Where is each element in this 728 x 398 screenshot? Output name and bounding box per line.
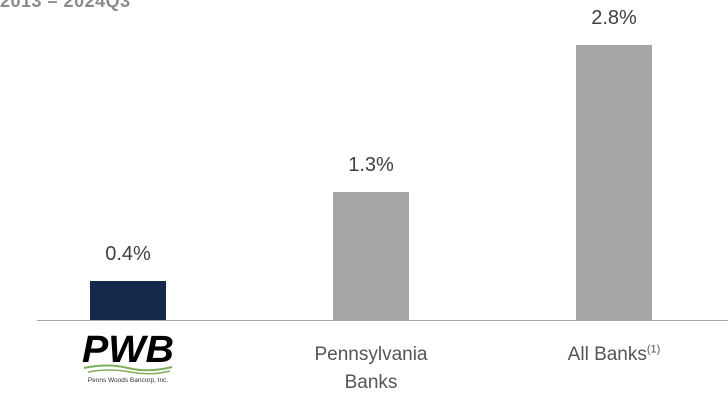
- pwb-logo: PWB Penns Woods Bancorp, Inc.: [78, 329, 178, 390]
- data-label-all-banks: 2.8%: [591, 7, 637, 29]
- category-label-all-banks: All Banks(1): [524, 341, 704, 369]
- bar-all-banks: [576, 45, 652, 320]
- category-label-text: Pennsylvania Banks: [314, 344, 428, 393]
- footnote-marker: (1): [646, 343, 661, 356]
- category-label-text: All Banks: [567, 344, 647, 365]
- bar-penns-woods: [90, 280, 166, 320]
- data-label-penns-woods: 0.4%: [105, 242, 151, 265]
- x-axis-baseline: [37, 320, 728, 321]
- logo-company-name: Penns Woods Bancorp, Inc.: [88, 377, 169, 384]
- bar-pennsylvania-banks: [333, 192, 409, 320]
- category-label-pennsylvania-banks: Pennsylvania Banks: [306, 341, 436, 397]
- logo-letters: PWB: [82, 330, 174, 371]
- data-label-pennsylvania-banks: 1.3%: [348, 154, 394, 177]
- chart-subtitle: 2013 – 2024Q3: [0, 0, 131, 11]
